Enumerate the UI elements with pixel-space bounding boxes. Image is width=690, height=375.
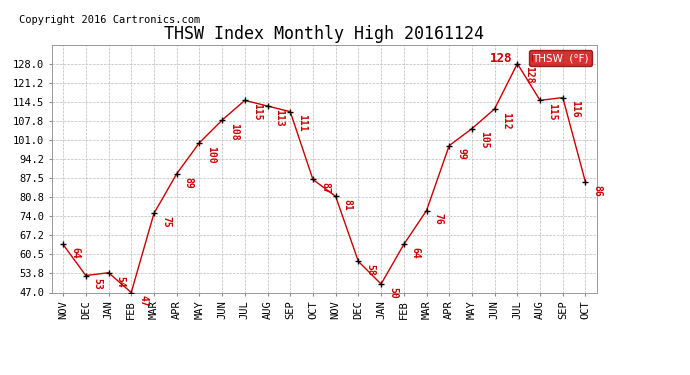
Text: 76: 76 bbox=[433, 213, 444, 225]
Text: 111: 111 bbox=[297, 114, 307, 132]
Text: 86: 86 bbox=[593, 185, 602, 197]
Title: THSW Index Monthly High 20161124: THSW Index Monthly High 20161124 bbox=[164, 26, 484, 44]
Text: 100: 100 bbox=[206, 146, 217, 163]
Text: 54: 54 bbox=[115, 276, 126, 287]
Text: 53: 53 bbox=[92, 278, 103, 290]
Text: 58: 58 bbox=[365, 264, 375, 276]
Text: 115: 115 bbox=[252, 103, 262, 121]
Text: 75: 75 bbox=[161, 216, 171, 228]
Text: 99: 99 bbox=[456, 148, 466, 160]
Text: 115: 115 bbox=[547, 103, 557, 121]
Text: 50: 50 bbox=[388, 287, 398, 298]
Text: 108: 108 bbox=[229, 123, 239, 141]
Text: 89: 89 bbox=[184, 177, 194, 188]
Text: 64: 64 bbox=[411, 247, 421, 259]
Text: 128: 128 bbox=[524, 66, 534, 84]
Text: 87: 87 bbox=[320, 182, 330, 194]
Text: 112: 112 bbox=[502, 112, 511, 129]
Text: 128: 128 bbox=[490, 53, 513, 65]
Text: 47: 47 bbox=[138, 295, 148, 307]
Legend: THSW  (°F): THSW (°F) bbox=[529, 50, 591, 66]
Text: Copyright 2016 Cartronics.com: Copyright 2016 Cartronics.com bbox=[19, 15, 200, 25]
Text: 81: 81 bbox=[343, 199, 353, 211]
Text: 113: 113 bbox=[275, 109, 284, 126]
Text: 64: 64 bbox=[70, 247, 80, 259]
Text: 105: 105 bbox=[479, 131, 489, 149]
Text: 116: 116 bbox=[570, 100, 580, 118]
